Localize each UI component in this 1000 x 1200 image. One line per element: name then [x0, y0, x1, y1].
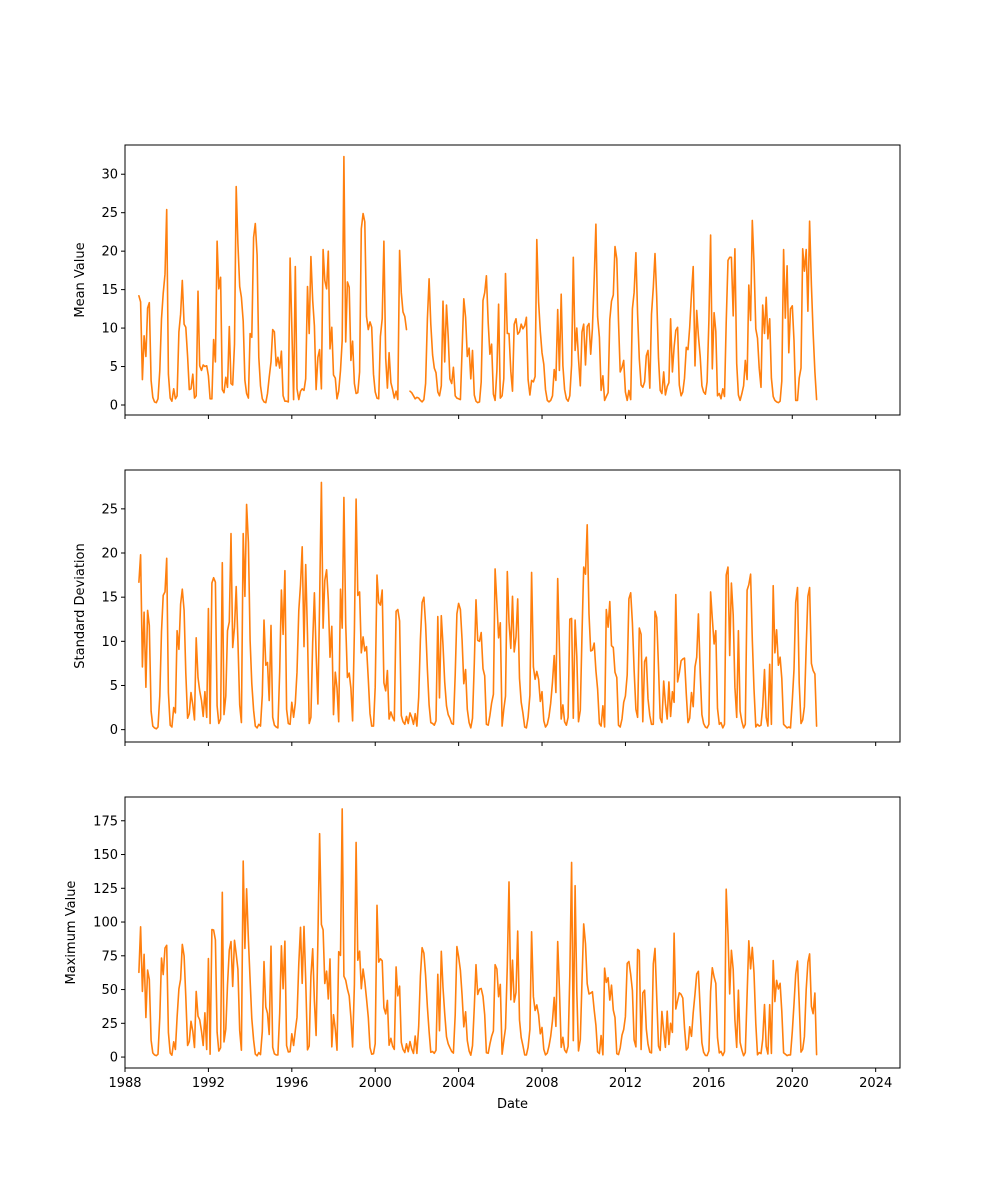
y-tick-label: 5 — [110, 360, 118, 375]
axes-frame — [124, 144, 901, 416]
y-tick-label: 50 — [101, 983, 118, 998]
y-tick-label: 10 — [101, 322, 118, 337]
x-axis-label: Date — [497, 1097, 528, 1112]
x-tick-label: 1992 — [192, 1076, 225, 1091]
axes-frame — [124, 796, 901, 1069]
y-tick-label: 25 — [101, 1017, 118, 1032]
y-axis-label: Mean Value — [73, 242, 88, 317]
axes-frame — [124, 469, 901, 743]
series-line — [138, 481, 818, 730]
x-tick-label: 2012 — [609, 1076, 642, 1091]
y-tick-label: 30 — [101, 168, 118, 183]
x-tick-label: 2008 — [525, 1076, 558, 1091]
y-tick-label: 100 — [93, 916, 118, 931]
y-axis-label: Maximum Value — [64, 881, 79, 985]
y-tick-label: 15 — [101, 283, 118, 298]
y-tick-label: 75 — [101, 949, 118, 964]
y-tick-group: 0 25 50 75 100 125 150 175 1988 1992 1996 2000 2004 2… — [93, 814, 892, 1091]
x-tick-label: 1996 — [275, 1076, 308, 1091]
x-tick-label: 2020 — [776, 1076, 809, 1091]
y-tick-label: 0 — [110, 1051, 118, 1066]
x-tick-label: 2024 — [859, 1076, 892, 1091]
series-line — [409, 219, 818, 404]
series-line — [138, 155, 408, 404]
y-tick-label: 10 — [101, 635, 118, 650]
y-tick-label: 20 — [101, 547, 118, 562]
y-tick-label: 20 — [101, 245, 118, 260]
y-tick-label: 5 — [110, 679, 118, 694]
panel-mean-value: 0 5 10 15 20 25 30 Mean Value — [73, 144, 901, 419]
y-tick-label: 175 — [93, 814, 118, 829]
panel-standard-deviation: 0 5 10 15 20 25 Standard Deviation — [73, 469, 901, 746]
x-tick-label: 2016 — [692, 1076, 725, 1091]
y-tick-label: 150 — [93, 848, 118, 863]
x-tick-label: 2004 — [442, 1076, 475, 1091]
y-tick-label: 25 — [101, 206, 118, 221]
y-tick-label: 25 — [101, 502, 118, 517]
series-group — [138, 481, 818, 730]
series-line — [138, 808, 818, 1057]
y-axis-label: Standard Deviation — [73, 543, 88, 668]
panel-maximum-value: 0 25 50 75 100 125 150 175 1988 1992 1996 2000 2004 2… — [64, 796, 901, 1112]
series-group — [138, 155, 818, 404]
y-tick-label: 15 — [101, 591, 118, 606]
x-tick-label: 1988 — [108, 1076, 141, 1091]
x-tick-label: 2000 — [359, 1076, 392, 1091]
y-tick-label: 125 — [93, 882, 118, 897]
y-tick-group: 0 5 10 15 20 25 — [101, 502, 877, 746]
y-tick-label: 0 — [110, 399, 118, 414]
series-group — [138, 808, 818, 1057]
y-tick-label: 0 — [110, 723, 118, 738]
y-tick-group: 0 5 10 15 20 25 30 — [101, 168, 877, 419]
